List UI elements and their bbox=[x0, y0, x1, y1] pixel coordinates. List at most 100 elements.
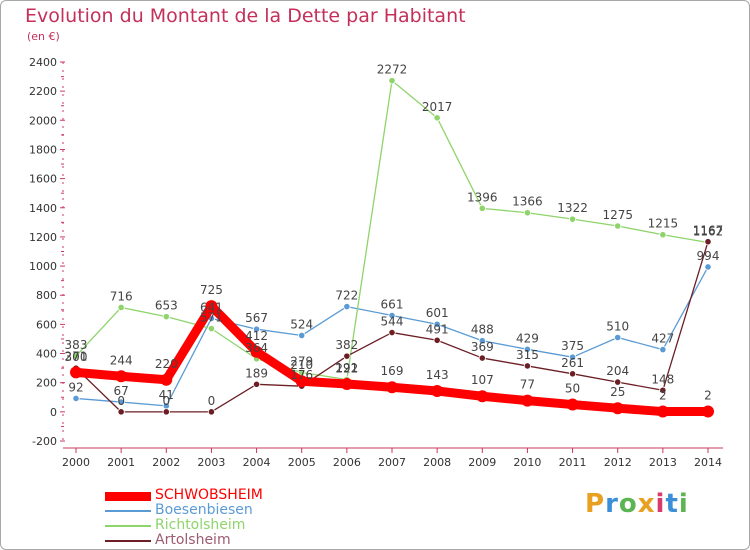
y-tick-label: 1600 bbox=[29, 173, 57, 186]
data-label: 210 bbox=[290, 358, 313, 372]
x-tick-label: 2003 bbox=[197, 456, 225, 469]
data-label: 2 bbox=[659, 389, 667, 403]
y-tick-label: 800 bbox=[36, 289, 57, 302]
x-tick-label: 2011 bbox=[559, 456, 587, 469]
x-tick-label: 2014 bbox=[694, 456, 722, 469]
x-tick-label: 2007 bbox=[378, 456, 406, 469]
data-point bbox=[521, 394, 534, 407]
data-label: 567 bbox=[245, 311, 268, 325]
data-point bbox=[343, 352, 351, 360]
data-point bbox=[568, 370, 577, 378]
data-point bbox=[340, 378, 353, 391]
y-tick-label: 2000 bbox=[29, 114, 57, 127]
data-point bbox=[207, 325, 216, 333]
data-label: 143 bbox=[426, 368, 449, 382]
data-label: 412 bbox=[245, 329, 268, 343]
data-point bbox=[704, 238, 712, 246]
data-label: 300 bbox=[65, 350, 88, 364]
data-label: 994 bbox=[697, 249, 720, 263]
data-label: 279 bbox=[290, 354, 313, 368]
data-label: 148 bbox=[651, 372, 674, 386]
data-label: 92 bbox=[68, 380, 83, 394]
legend-label: SCHWOBSHEIM bbox=[155, 487, 263, 503]
x-tick-label: 2012 bbox=[604, 456, 632, 469]
data-label: 191 bbox=[335, 361, 358, 375]
x-tick-label: 2005 bbox=[288, 456, 316, 469]
data-label: 261 bbox=[561, 356, 584, 370]
data-point bbox=[160, 373, 173, 386]
data-label: 1215 bbox=[648, 217, 679, 231]
data-point bbox=[702, 405, 714, 418]
data-point bbox=[117, 398, 125, 406]
data-label: 1366 bbox=[512, 195, 543, 209]
y-tick-label: 200 bbox=[36, 377, 57, 390]
x-tick-label: 2010 bbox=[513, 456, 541, 469]
x-tick-label: 2000 bbox=[62, 456, 90, 469]
x-tick-label: 2008 bbox=[423, 456, 451, 469]
data-point bbox=[162, 408, 170, 416]
data-point bbox=[70, 366, 82, 379]
data-label: 0 bbox=[117, 394, 125, 408]
data-label: 429 bbox=[516, 331, 539, 345]
data-point bbox=[433, 336, 441, 344]
data-label: 725 bbox=[200, 283, 223, 297]
data-label: 1162 bbox=[693, 224, 724, 238]
data-point bbox=[478, 204, 486, 212]
data-label: 2272 bbox=[377, 63, 408, 77]
data-label: 383 bbox=[65, 338, 88, 352]
data-label: 189 bbox=[245, 366, 268, 380]
y-tick-label: 0 bbox=[50, 406, 57, 419]
logo-letter: o bbox=[618, 489, 638, 519]
data-point bbox=[117, 408, 125, 416]
data-point bbox=[659, 231, 667, 239]
data-point bbox=[614, 333, 622, 342]
data-label: 25 bbox=[610, 385, 625, 399]
data-point bbox=[162, 313, 170, 321]
data-label: 601 bbox=[426, 306, 449, 320]
data-label: 369 bbox=[471, 340, 494, 354]
x-tick-label: 2006 bbox=[333, 456, 361, 469]
data-label: 2 bbox=[704, 389, 712, 403]
data-label: 716 bbox=[110, 289, 133, 303]
data-point bbox=[388, 77, 396, 85]
data-point bbox=[614, 378, 622, 386]
data-label: 510 bbox=[606, 320, 629, 334]
data-point bbox=[523, 362, 532, 370]
y-tick-label: 400 bbox=[36, 348, 57, 361]
data-label: 176 bbox=[290, 368, 313, 382]
data-label: 1167 bbox=[693, 224, 724, 238]
data-point bbox=[523, 345, 532, 353]
data-label: 0 bbox=[162, 394, 170, 408]
y-tick-label: 2400 bbox=[29, 56, 57, 69]
x-tick-label: 2013 bbox=[649, 456, 677, 469]
legend-label: Artolsheim bbox=[155, 532, 231, 548]
data-point bbox=[433, 320, 441, 328]
legend-swatch bbox=[105, 510, 151, 512]
data-label: 169 bbox=[381, 364, 404, 378]
data-point bbox=[568, 353, 577, 361]
data-label: 1396 bbox=[467, 190, 498, 204]
legend-swatch bbox=[105, 525, 151, 527]
data-point bbox=[476, 390, 489, 403]
data-point bbox=[250, 345, 263, 358]
y-tick-label: 1800 bbox=[29, 143, 57, 156]
y-tick-label: 1000 bbox=[29, 260, 57, 273]
data-label: 204 bbox=[606, 364, 629, 378]
legend-label: Boesenbiesen bbox=[155, 502, 253, 518]
data-point bbox=[431, 385, 444, 398]
data-point bbox=[568, 215, 577, 223]
logo-letter: P bbox=[585, 489, 606, 519]
data-label: 571 bbox=[200, 311, 223, 325]
x-tick-label: 2004 bbox=[243, 456, 271, 469]
logo-letter: x bbox=[637, 489, 656, 519]
data-label: 544 bbox=[381, 315, 404, 329]
data-label: 653 bbox=[155, 299, 178, 313]
legend-swatch bbox=[105, 540, 151, 542]
data-point bbox=[72, 394, 80, 403]
chart-title: Evolution du Montant de la Dette par Hab… bbox=[25, 5, 466, 27]
data-point bbox=[343, 303, 351, 311]
logo-letter: r bbox=[605, 489, 619, 519]
proxiti-logo: Proxiti bbox=[585, 489, 689, 519]
data-label: 0 bbox=[208, 394, 216, 408]
